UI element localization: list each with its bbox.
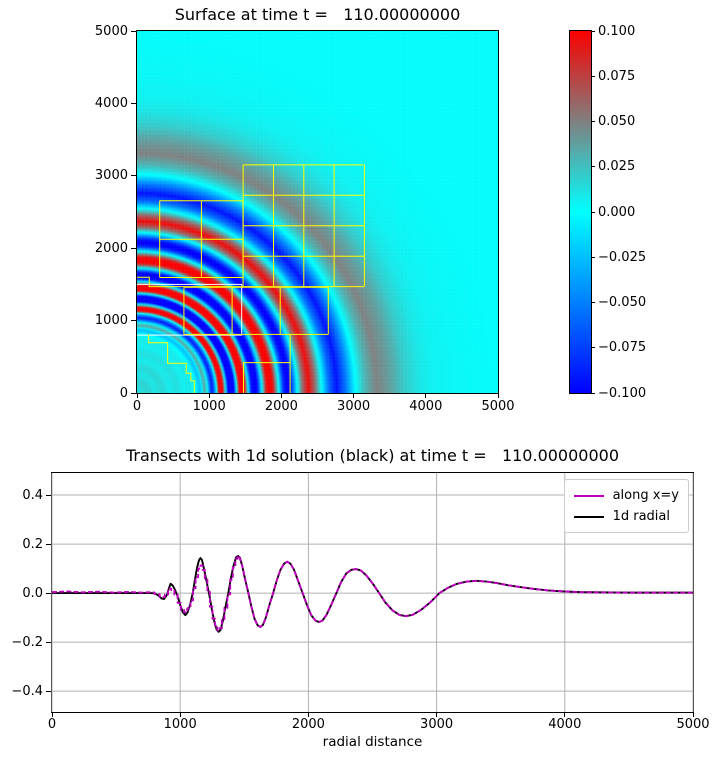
y-tick-label: 0.4 [22, 487, 43, 503]
colorbar-tick-label: −0.100 [598, 385, 647, 401]
x-tick-label: 3000 [420, 717, 454, 732]
x-tick-label: 5000 [676, 717, 710, 732]
x-tick-label: 4000 [548, 717, 582, 732]
y-tick [131, 102, 136, 104]
y-tick [131, 320, 136, 322]
x-tick [353, 393, 355, 398]
x-tick [436, 712, 438, 717]
y-tick [131, 247, 136, 249]
x-tick-label: 3000 [337, 399, 371, 414]
y-tick-label: 0.0 [22, 585, 43, 601]
colorbar-tick-label: 0.100 [598, 23, 636, 39]
x-tick-label: 4000 [409, 399, 443, 414]
x-tick-label: 2000 [291, 717, 325, 732]
y-tick-label: 4000 [94, 95, 128, 111]
colorbar-tick [591, 392, 595, 394]
y-tick-label: 2000 [94, 240, 128, 256]
y-tick [131, 175, 136, 177]
y-tick-label: 0 [119, 385, 128, 401]
legend-box: along x=y 1d radial [563, 479, 689, 533]
colorbar-tick-label: −0.050 [598, 295, 647, 310]
surface-heatmap [137, 31, 498, 393]
y-tick-label: 5000 [94, 23, 128, 39]
x-tick [208, 393, 210, 398]
colorbar-tick [591, 347, 595, 349]
transect-lines [51, 473, 694, 712]
legend-line-sample-black [573, 515, 604, 518]
amr-patch-edge [137, 276, 244, 288]
colorbar-tick-label: 0.075 [598, 68, 636, 84]
colorbar-tick [591, 211, 595, 213]
bottom-plot-title: Transects with 1d solution (black) at ti… [125, 446, 620, 465]
x-tick [425, 393, 427, 398]
x-tick [307, 712, 309, 717]
y-tick-label: 0.2 [22, 536, 43, 552]
colorbar-tick [591, 121, 595, 122]
colorbar-tick [591, 302, 595, 303]
legend-entry-along-xy: along x=y [573, 485, 679, 506]
transect-xaxis-label: radial distance [322, 734, 423, 750]
y-tick [131, 392, 136, 394]
colorbar [569, 30, 592, 394]
x-tick [136, 393, 138, 398]
legend-entry-1d-radial: 1d radial [573, 506, 679, 527]
series-1d-radial [52, 554, 693, 633]
y-tick-label: 3000 [94, 168, 128, 184]
y-tick [46, 543, 51, 545]
y-tick [46, 641, 51, 643]
colorbar-tick [591, 75, 595, 77]
colorbar-tick-label: 0.025 [598, 159, 636, 175]
x-tick-label: 1000 [192, 399, 226, 414]
y-tick [131, 30, 136, 32]
x-tick [692, 712, 694, 717]
amr-patch-edge [137, 283, 243, 336]
x-tick [179, 712, 181, 717]
y-tick [46, 494, 51, 496]
transect-plot-axes: along x=y 1d radial [51, 472, 694, 713]
legend-line-sample-magenta [573, 494, 604, 497]
top-plot-title: Surface at time t = 110.00000000 [174, 5, 461, 24]
legend-label: along x=y [612, 488, 679, 503]
y-tick-label: −0.4 [11, 683, 43, 699]
x-tick [280, 393, 282, 398]
x-tick-label: 0 [132, 399, 142, 414]
legend-label: 1d radial [612, 509, 670, 524]
x-tick [51, 712, 53, 717]
surface-plot-axes [136, 30, 499, 394]
colorbar-tick [591, 166, 595, 168]
amr-patch-edge [148, 334, 195, 393]
colorbar-tick [591, 30, 595, 32]
x-tick-label: 2000 [264, 399, 298, 414]
colorbar-tick [591, 256, 595, 258]
amr-patch-edge [243, 362, 291, 393]
y-tick-label: 1000 [94, 313, 128, 329]
colorbar-tick-label: −0.025 [598, 249, 647, 265]
x-tick-label: 5000 [481, 399, 515, 414]
colorbar-tick-label: 0.000 [598, 204, 636, 220]
y-tick-label: −0.2 [11, 634, 43, 650]
y-tick [46, 690, 51, 692]
colorbar-tick-label: 0.050 [598, 114, 636, 129]
x-tick-label: 0 [47, 717, 57, 732]
amr-patch-outlines [137, 164, 365, 393]
x-tick-label: 1000 [163, 717, 197, 732]
x-tick [497, 393, 499, 398]
heatmap-pixelation-overlay [137, 31, 498, 393]
colorbar-tick-label: −0.075 [598, 340, 647, 356]
x-tick [564, 712, 566, 717]
y-tick [46, 592, 51, 594]
series-along-x-y [51, 555, 693, 632]
